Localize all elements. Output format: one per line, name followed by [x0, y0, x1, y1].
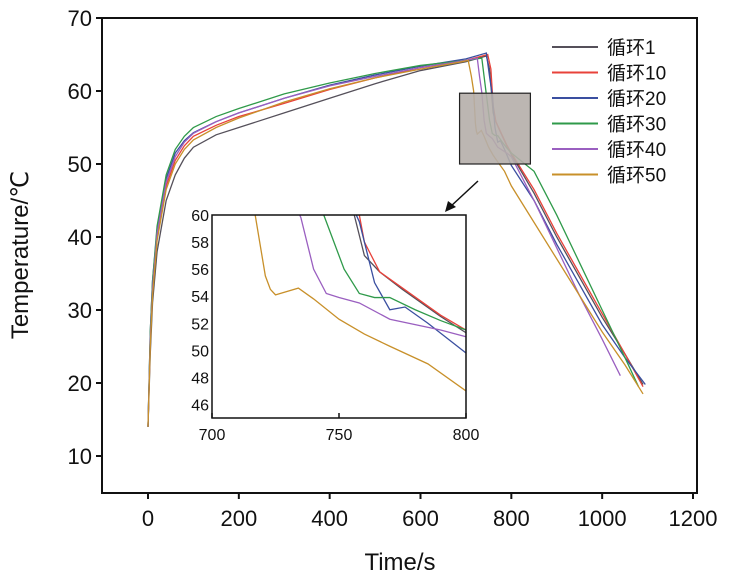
zoom-arrow: [449, 180, 479, 208]
legend-label-4: 循环30: [607, 114, 666, 136]
x-tick-label: 1000: [578, 506, 627, 531]
inset-series-line-5: [299, 214, 467, 338]
inset-x-tick-label: 700: [199, 427, 226, 444]
y-tick-label: 10: [68, 444, 92, 469]
x-tick-label: 200: [220, 506, 257, 531]
x-tick-label: 1200: [669, 506, 718, 531]
legend-label-6: 循环50: [607, 165, 666, 187]
x-tick-label: 800: [493, 506, 530, 531]
inset-y-tick-label: 50: [191, 343, 209, 360]
y-tick-label: 60: [68, 79, 92, 104]
inset-y-tick-label: 48: [191, 370, 209, 387]
inset-series-line-4: [323, 214, 467, 331]
inset-curves: [254, 214, 467, 392]
y-axis-label: Temperature/℃: [7, 171, 34, 339]
x-tick-label: 400: [311, 506, 348, 531]
y-tick-label: 50: [68, 152, 92, 177]
main-ticks: 0 200 400 600 800 1000 1200 10 20 30 40 50 60 70: [68, 6, 718, 531]
inset-y-tick-label: 52: [191, 316, 209, 333]
series-line-1: [147, 55, 644, 427]
legend-label-1: 循环1: [607, 37, 656, 59]
inset-y-tick-label: 56: [191, 262, 209, 279]
inset-series-line-3: [355, 214, 467, 354]
inset-y-tick-label: 58: [191, 235, 209, 252]
y-tick-label: 40: [68, 225, 92, 250]
zoom-arrow-head: [445, 201, 456, 212]
main-plot-frame: [101, 17, 698, 494]
inset-background: [212, 215, 466, 418]
inset-y-tick-label: 60: [191, 208, 209, 225]
x-tick-label: 600: [402, 506, 439, 531]
inset-y-tick-label: 54: [191, 289, 209, 306]
x-axis-label: Time/s: [364, 549, 435, 576]
y-tick-label: 30: [68, 298, 92, 323]
inset-ticks: 700 750 800 46 48 50 52 54 56 58 60: [191, 208, 479, 444]
series-line-4: [147, 57, 640, 427]
legend: 循环1 循环10 循环20 循环30 循环40 循环50: [552, 37, 666, 187]
legend-label-5: 循环40: [607, 139, 666, 161]
main-curves: [147, 52, 646, 427]
inset-y-tick-label: 46: [191, 397, 209, 414]
y-tick-label: 20: [68, 371, 92, 396]
series-line-6: [147, 59, 644, 427]
inset-x-tick-label: 750: [326, 427, 353, 444]
zoom-region-box: [458, 92, 532, 165]
y-tick-label: 70: [68, 6, 92, 31]
inset-x-tick-label: 800: [453, 427, 480, 444]
legend-label-2: 循环10: [607, 63, 666, 85]
inset-series-line-6: [254, 214, 467, 392]
legend-label-3: 循环20: [607, 88, 666, 110]
x-tick-label: 0: [142, 506, 154, 531]
